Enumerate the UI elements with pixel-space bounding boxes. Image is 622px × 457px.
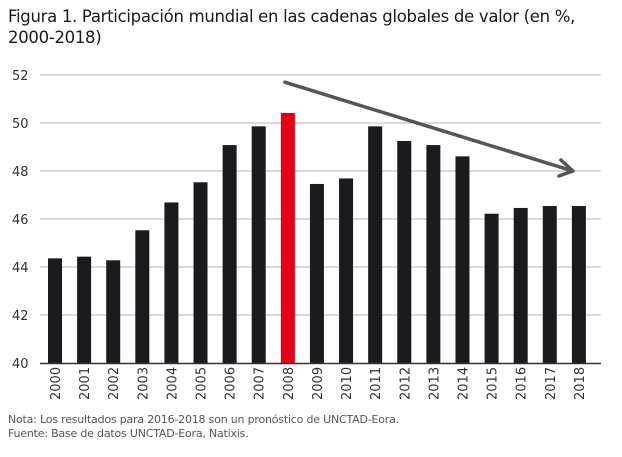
x-tick-label: 2008 <box>282 367 297 400</box>
x-tick-label: 2009 <box>311 367 326 400</box>
trend-arrow <box>283 80 575 178</box>
y-tick-label: 42 <box>12 309 29 324</box>
source-text: Fuente: Base de datos UNCTAD-Eora, Natix… <box>8 427 249 440</box>
bar-2006 <box>222 145 237 363</box>
bars <box>48 112 586 363</box>
bar-2005 <box>193 182 208 363</box>
y-tick-label: 50 <box>12 117 29 132</box>
chart-title: Figura 1. Participación mundial en las c… <box>8 7 576 47</box>
bar-2001 <box>77 256 92 363</box>
x-tick-label: 2007 <box>253 367 268 400</box>
x-tick-label: 2002 <box>107 367 122 400</box>
x-tick-label: 2000 <box>49 367 64 400</box>
x-tick-label: 2012 <box>398 367 413 400</box>
x-tick-label: 2011 <box>369 367 384 400</box>
x-tick-label: 2004 <box>165 367 180 400</box>
bar-2010 <box>339 178 354 363</box>
bar-2009 <box>309 183 324 363</box>
x-tick-label: 2010 <box>340 367 355 400</box>
y-tick-label: 48 <box>12 165 29 180</box>
bar-2018 <box>571 206 586 363</box>
arrow-line <box>283 80 575 173</box>
y-axis-ticks: 40 42 44 46 48 50 52 <box>12 69 29 372</box>
chart-notes: Nota: Los resultados para 2016-2018 son … <box>8 413 399 441</box>
bar-2008 <box>280 112 295 363</box>
note-text: Nota: Los resultados para 2016-2018 son … <box>8 413 399 426</box>
bar-2012 <box>397 141 412 363</box>
bar-2002 <box>106 260 121 363</box>
bar-2003 <box>135 230 150 363</box>
x-axis-ticks: 2000 2001 2002 2003 2004 2005 2006 2007 2008 2009… <box>49 367 588 400</box>
x-tick-label: 2016 <box>515 367 530 400</box>
arrow-head <box>557 158 575 178</box>
x-tick-label: 2005 <box>195 367 210 400</box>
x-tick-label: 2013 <box>427 367 442 400</box>
x-tick-label: 2006 <box>224 367 239 400</box>
bar-2016 <box>513 207 528 363</box>
bar-2011 <box>368 126 383 363</box>
bar-2014 <box>455 156 470 363</box>
y-tick-label: 40 <box>12 357 29 372</box>
x-tick-label: 2014 <box>456 367 471 400</box>
x-tick-label: 2017 <box>544 367 559 400</box>
y-tick-label: 52 <box>12 69 29 84</box>
x-tick-label: 2003 <box>136 367 151 400</box>
bar-2007 <box>251 126 266 363</box>
y-tick-label: 46 <box>12 213 29 228</box>
x-tick-label: 2018 <box>573 367 588 400</box>
bar-2000 <box>48 258 62 363</box>
bar-2015 <box>484 213 499 363</box>
x-tick-label: 2001 <box>78 367 93 400</box>
bar-2013 <box>426 145 441 363</box>
y-tick-label: 44 <box>12 261 29 276</box>
bar-2004 <box>164 202 179 363</box>
bar-2017 <box>542 206 557 363</box>
x-tick-label: 2015 <box>486 367 501 400</box>
